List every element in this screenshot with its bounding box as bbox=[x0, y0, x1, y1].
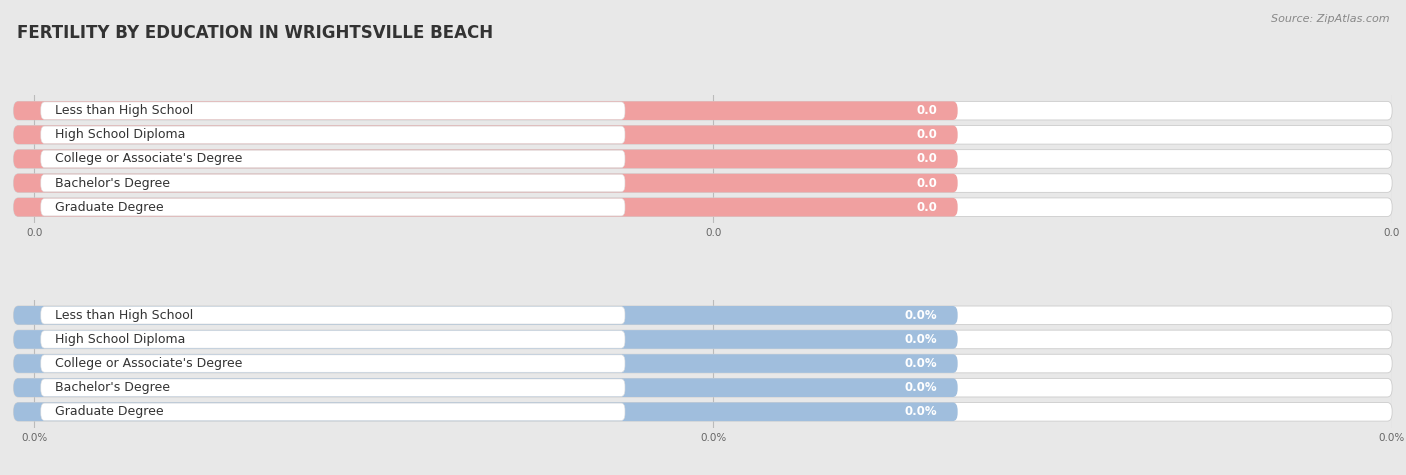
FancyBboxPatch shape bbox=[14, 354, 957, 373]
Text: 0.0: 0.0 bbox=[917, 152, 936, 165]
FancyBboxPatch shape bbox=[41, 379, 624, 396]
FancyBboxPatch shape bbox=[14, 306, 957, 324]
FancyBboxPatch shape bbox=[14, 330, 1392, 349]
FancyBboxPatch shape bbox=[14, 101, 1392, 120]
Text: 0.0%: 0.0% bbox=[904, 357, 936, 370]
FancyBboxPatch shape bbox=[14, 150, 1392, 168]
Text: High School Diploma: High School Diploma bbox=[55, 333, 186, 346]
Text: 0.0%: 0.0% bbox=[904, 309, 936, 322]
FancyBboxPatch shape bbox=[41, 403, 624, 420]
Text: Bachelor's Degree: Bachelor's Degree bbox=[55, 381, 170, 394]
Text: High School Diploma: High School Diploma bbox=[55, 128, 186, 142]
FancyBboxPatch shape bbox=[41, 174, 624, 192]
FancyBboxPatch shape bbox=[41, 102, 624, 119]
Text: Less than High School: Less than High School bbox=[55, 104, 193, 117]
Text: Bachelor's Degree: Bachelor's Degree bbox=[55, 177, 170, 190]
Text: 0.0%: 0.0% bbox=[904, 381, 936, 394]
FancyBboxPatch shape bbox=[14, 354, 1392, 373]
FancyBboxPatch shape bbox=[41, 199, 624, 216]
Text: 0.0: 0.0 bbox=[917, 177, 936, 190]
FancyBboxPatch shape bbox=[41, 150, 624, 168]
Text: Graduate Degree: Graduate Degree bbox=[55, 201, 163, 214]
FancyBboxPatch shape bbox=[14, 330, 957, 349]
FancyBboxPatch shape bbox=[41, 331, 624, 348]
Text: 0.0: 0.0 bbox=[917, 201, 936, 214]
FancyBboxPatch shape bbox=[14, 402, 957, 421]
FancyBboxPatch shape bbox=[14, 402, 1392, 421]
FancyBboxPatch shape bbox=[14, 174, 1392, 192]
FancyBboxPatch shape bbox=[14, 379, 1392, 397]
Text: 0.0: 0.0 bbox=[917, 128, 936, 142]
Text: Graduate Degree: Graduate Degree bbox=[55, 405, 163, 418]
FancyBboxPatch shape bbox=[14, 150, 957, 168]
Text: College or Associate's Degree: College or Associate's Degree bbox=[55, 152, 242, 165]
FancyBboxPatch shape bbox=[14, 174, 957, 192]
FancyBboxPatch shape bbox=[14, 125, 957, 144]
Text: College or Associate's Degree: College or Associate's Degree bbox=[55, 357, 242, 370]
FancyBboxPatch shape bbox=[14, 306, 1392, 324]
FancyBboxPatch shape bbox=[14, 198, 957, 217]
FancyBboxPatch shape bbox=[14, 125, 1392, 144]
FancyBboxPatch shape bbox=[14, 101, 957, 120]
FancyBboxPatch shape bbox=[41, 126, 624, 143]
Text: FERTILITY BY EDUCATION IN WRIGHTSVILLE BEACH: FERTILITY BY EDUCATION IN WRIGHTSVILLE B… bbox=[17, 24, 494, 42]
Text: Less than High School: Less than High School bbox=[55, 309, 193, 322]
Text: 0.0%: 0.0% bbox=[904, 333, 936, 346]
FancyBboxPatch shape bbox=[41, 307, 624, 324]
FancyBboxPatch shape bbox=[14, 198, 1392, 217]
FancyBboxPatch shape bbox=[41, 355, 624, 372]
Text: 0.0%: 0.0% bbox=[904, 405, 936, 418]
Text: 0.0: 0.0 bbox=[917, 104, 936, 117]
Text: Source: ZipAtlas.com: Source: ZipAtlas.com bbox=[1271, 14, 1389, 24]
FancyBboxPatch shape bbox=[14, 379, 957, 397]
